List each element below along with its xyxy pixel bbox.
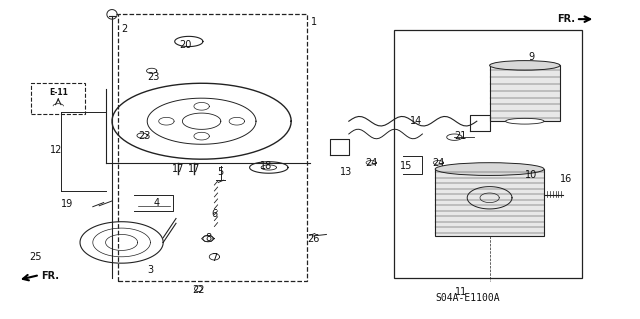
Text: 2: 2 [122, 24, 128, 34]
Text: 11: 11 [454, 287, 467, 297]
Text: 25: 25 [29, 252, 42, 262]
Text: 26: 26 [307, 234, 320, 244]
Text: 24: 24 [365, 158, 378, 168]
Text: 23: 23 [138, 130, 150, 141]
Text: 17: 17 [188, 164, 200, 174]
Ellipse shape [435, 163, 544, 175]
Text: 21: 21 [454, 130, 467, 141]
Text: 3: 3 [147, 264, 154, 275]
Text: FR.: FR. [557, 14, 575, 24]
Text: 10: 10 [525, 170, 538, 181]
Text: S04A-E1100A: S04A-E1100A [435, 293, 499, 303]
Text: 22: 22 [192, 285, 205, 295]
Text: 12: 12 [50, 145, 63, 155]
Text: 18: 18 [259, 161, 272, 171]
Ellipse shape [490, 61, 560, 70]
Text: 14: 14 [410, 116, 422, 126]
Text: 5: 5 [218, 167, 224, 177]
Text: 20: 20 [179, 40, 192, 50]
Text: E-11: E-11 [49, 88, 68, 97]
Text: 23: 23 [147, 71, 160, 82]
Bar [490, 65, 560, 121]
Text: 24: 24 [432, 158, 445, 168]
Text: 17: 17 [172, 164, 184, 174]
Text: 8: 8 [205, 233, 211, 243]
Text: 16: 16 [560, 174, 573, 184]
Text: 6: 6 [211, 209, 218, 219]
Text: 4: 4 [154, 197, 160, 208]
Ellipse shape [506, 118, 544, 124]
Text: 13: 13 [339, 167, 352, 177]
Text: 1: 1 [310, 17, 317, 27]
Text: 15: 15 [400, 161, 413, 171]
Text: FR.: FR. [42, 271, 60, 281]
FancyBboxPatch shape [118, 14, 307, 281]
FancyBboxPatch shape [31, 83, 85, 114]
Text: 7: 7 [211, 253, 218, 263]
Bar [435, 169, 544, 236]
Text: 19: 19 [61, 199, 74, 209]
FancyBboxPatch shape [394, 30, 582, 278]
Text: 9: 9 [528, 52, 534, 63]
